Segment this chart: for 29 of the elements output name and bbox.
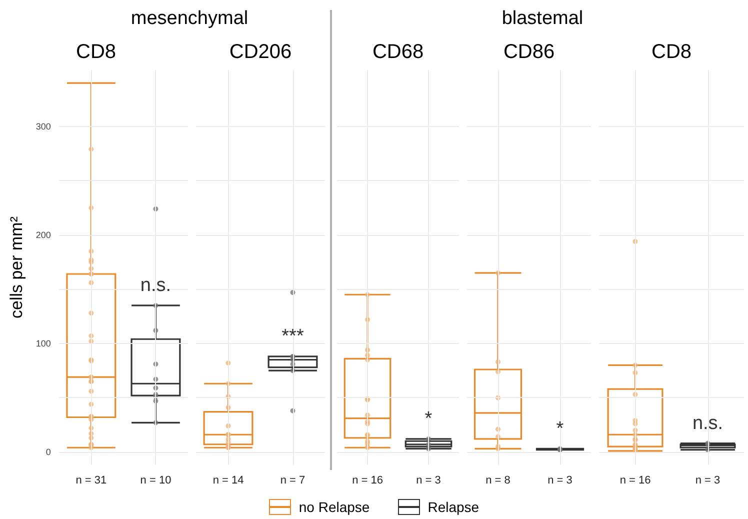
y-tick-label: 100	[36, 338, 51, 348]
x-tick-label: n = 7	[280, 474, 306, 486]
annotation: ***	[282, 326, 304, 348]
annotation: *	[556, 418, 564, 440]
x-tick-label: n = 10	[140, 474, 172, 486]
chart-title: CD8	[651, 41, 692, 63]
chart-subtitle: mesenchymal	[130, 8, 250, 30]
y-tick-label: 300	[36, 121, 51, 132]
legend-label: no Relapse	[298, 499, 370, 515]
chart-title: CD68	[372, 41, 424, 63]
x-tick-label: n = 16	[620, 474, 651, 486]
legend-label: Relapse	[428, 499, 480, 515]
annotation: n.s.	[692, 413, 724, 434]
x-tick-label: n = 8	[486, 474, 510, 486]
chart-title: CD206	[229, 41, 292, 63]
y-tick-label: 200	[36, 230, 51, 240]
x-tick-label: n = 3	[548, 474, 572, 486]
chart-title: CD8	[76, 41, 116, 63]
chart-subtitle: blastemal	[500, 8, 584, 30]
x-tick-label: n = 3	[416, 474, 441, 486]
x-tick-label: n = 31	[76, 474, 107, 486]
y-axis-title: cells per mm²	[7, 216, 26, 319]
x-tick-label: n = 14	[212, 474, 244, 486]
x-tick-label: n = 16	[352, 474, 383, 486]
annotation: *	[424, 408, 433, 430]
annotation: n.s.	[140, 275, 172, 296]
chart-title: CD86	[503, 41, 555, 63]
y-tick-label: 0	[46, 446, 51, 457]
x-tick-label: n = 3	[695, 474, 720, 486]
